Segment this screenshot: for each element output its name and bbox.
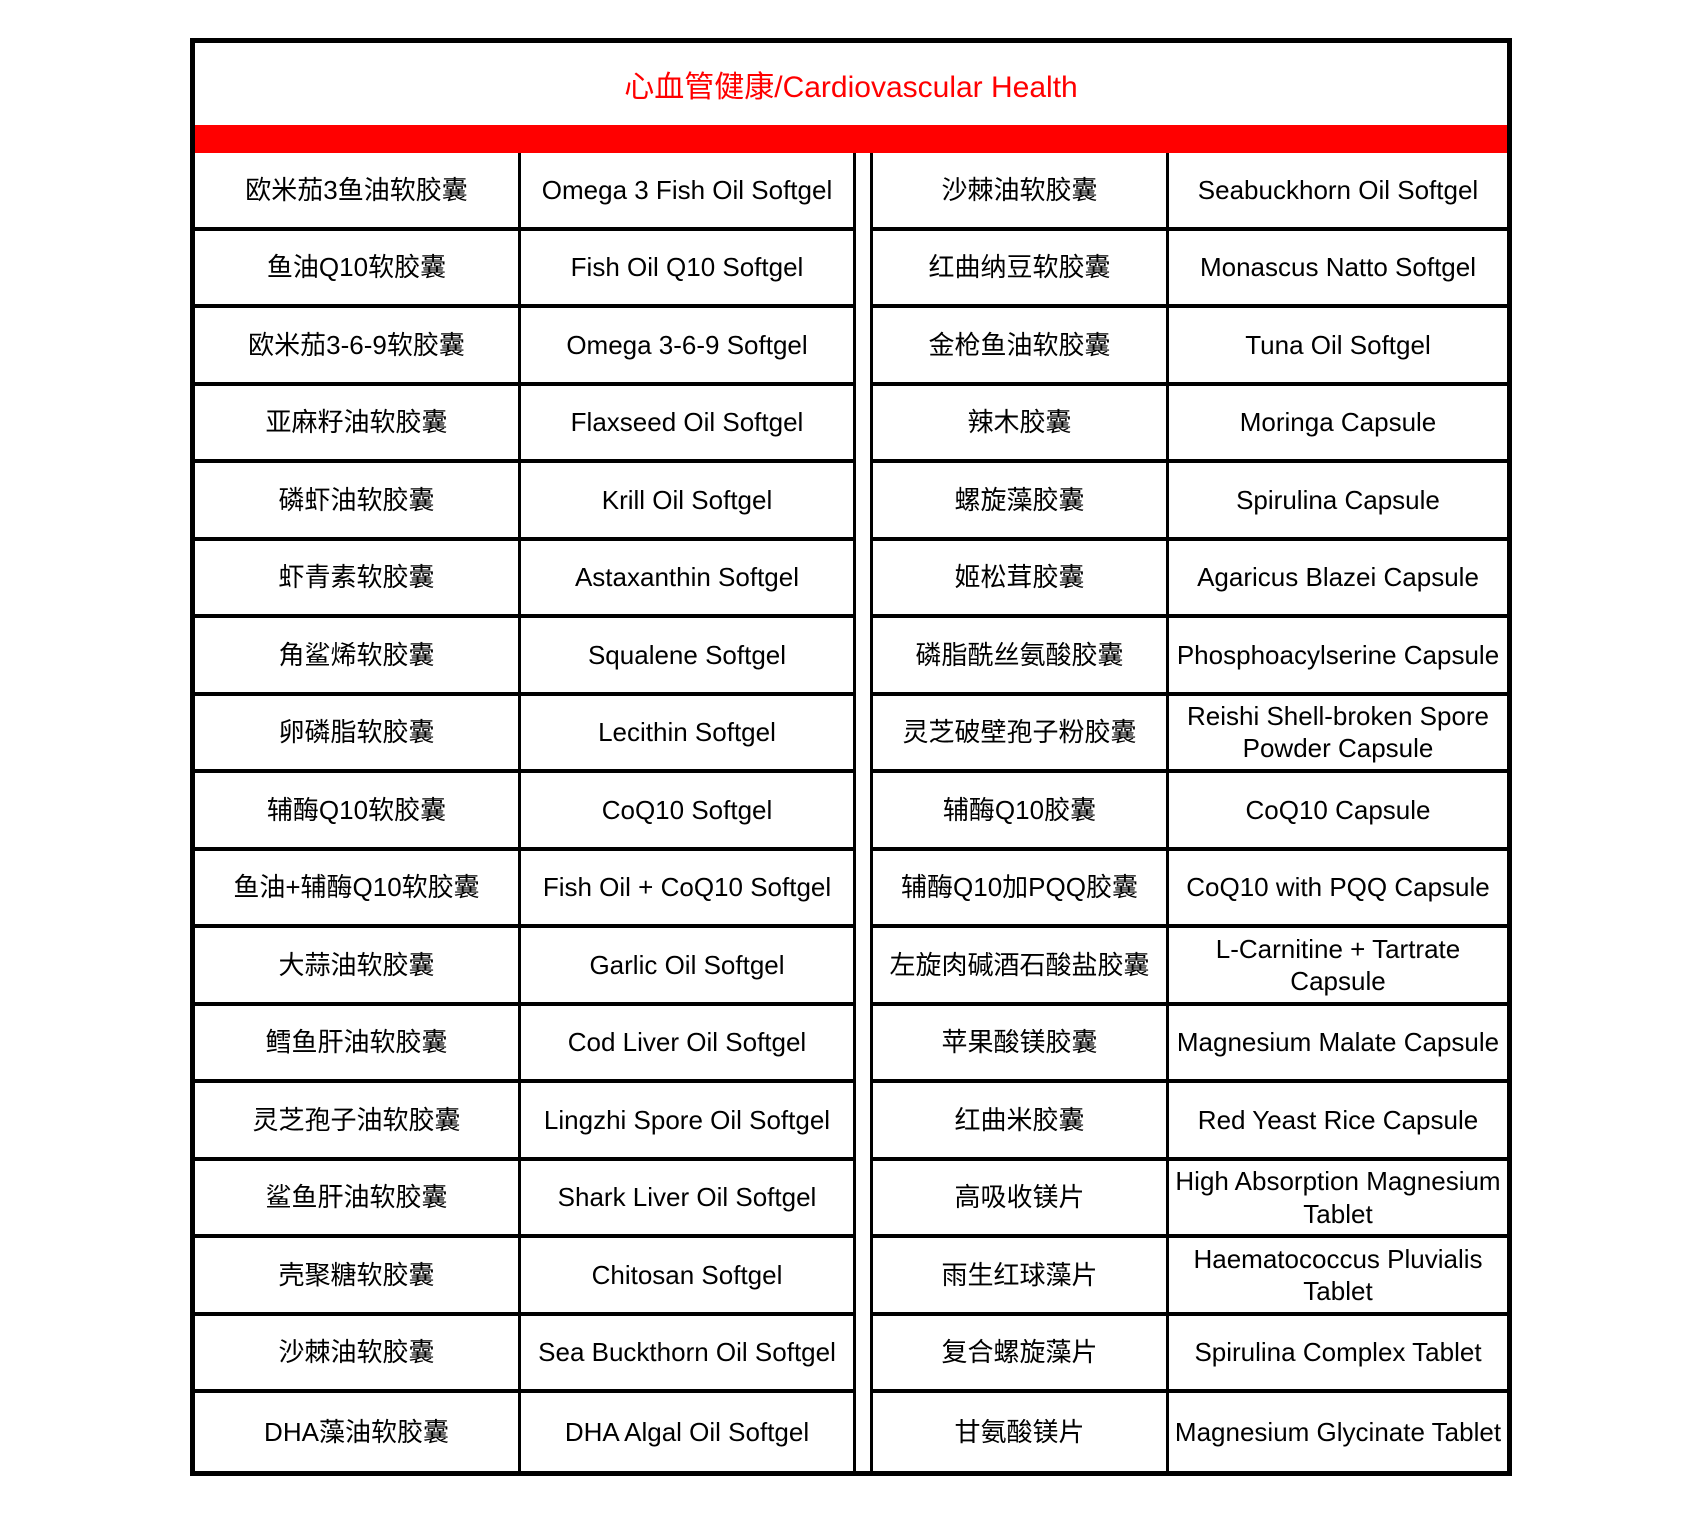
cell-english-name: Agaricus Blazei Capsule [1169,541,1507,619]
cell-english-name: Seabuckhorn Oil Softgel [1169,153,1507,231]
cell-english-name: CoQ10 Capsule [1169,773,1507,851]
cell-chinese-name: 鳕鱼肝油软胶囊 [195,1005,521,1084]
cell-chinese-name: 壳聚糖软胶囊 [195,1238,521,1316]
cell-english-name: Chitosan Softgel [521,1238,856,1316]
cell-chinese-name: 辅酶Q10加PQQ胶囊 [873,850,1169,929]
cell-english-name: L-Carnitine + Tartrate Capsule [1169,928,1507,1006]
cell-chinese-name: 磷虾油软胶囊 [195,463,521,541]
cell-chinese-name: DHA藻油软胶囊 [195,1393,521,1471]
cell-chinese-name: 红曲纳豆软胶囊 [873,230,1169,309]
table-title: 心血管健康/Cardiovascular Health [624,71,1078,104]
cell-english-name: Phosphoacylserine Capsule [1169,618,1507,696]
cell-english-name: Haematococcus Pluvialis Tablet [1169,1238,1507,1316]
cell-english-name: High Absorption Magnesium Tablet [1169,1161,1507,1239]
cell-chinese-name: 金枪鱼油软胶囊 [873,308,1169,386]
column-divider [856,1160,873,1239]
cell-english-name: Fish Oil + CoQ10 Softgel [521,850,856,929]
column-divider [856,308,873,386]
cell-english-name: CoQ10 with PQQ Capsule [1169,851,1507,929]
cell-chinese-name: 螺旋藻胶囊 [873,463,1169,541]
cell-chinese-name: 辣木胶囊 [873,385,1169,464]
cell-english-name: DHA Algal Oil Softgel [521,1393,856,1471]
cell-english-name: Krill Oil Softgel [521,463,856,541]
cell-english-name: Fish Oil Q10 Softgel [521,230,856,309]
column-divider [856,1393,873,1471]
cell-chinese-name: 沙棘油软胶囊 [195,1315,521,1394]
cell-chinese-name: 雨生红球藻片 [873,1238,1169,1316]
column-divider [856,1083,873,1161]
cell-english-name: Spirulina Capsule [1169,463,1507,541]
column-divider [856,618,873,696]
cell-chinese-name: 鱼油+辅酶Q10软胶囊 [195,850,521,929]
column-divider [856,1315,873,1394]
product-table: 心血管健康/Cardiovascular Health 欧米茄3鱼油软胶囊 Ome… [190,38,1512,1476]
cell-chinese-name: 磷脂酰丝氨酸胶囊 [873,618,1169,696]
column-divider [856,850,873,929]
column-divider [856,1238,873,1316]
cell-english-name: Spirulina Complex Tablet [1169,1316,1507,1394]
product-grid: 欧米茄3鱼油软胶囊 Omega 3 Fish Oil Softgel 沙棘油软胶囊 S… [195,153,1507,1471]
cell-chinese-name: 红曲米胶囊 [873,1083,1169,1161]
cell-english-name: Moringa Capsule [1169,386,1507,464]
column-divider [856,1005,873,1084]
column-divider [856,695,873,774]
cell-english-name: Shark Liver Oil Softgel [521,1160,856,1239]
cell-english-name: Flaxseed Oil Softgel [521,385,856,464]
cell-english-name: Lingzhi Spore Oil Softgel [521,1083,856,1161]
red-header-bar [195,125,1507,153]
cell-english-name: Magnesium Glycinate Tablet [1174,1416,1502,1447]
cell-chinese-name: 亚麻籽油软胶囊 [195,385,521,464]
cell-english-name: Magnesium Malate Capsule [1169,1006,1507,1084]
cell-english-name: Garlic Oil Softgel [521,928,856,1006]
cell-chinese-name: 角鲨烯软胶囊 [195,618,521,696]
cell-english-name: Omega 3-6-9 Softgel [521,308,856,386]
cell-chinese-name: 左旋肉碱酒石酸盐胶囊 [873,928,1169,1006]
cell-english-name: Omega 3 Fish Oil Softgel [521,153,856,231]
cell-chinese-name: 姬松茸胶囊 [873,540,1169,619]
cell-chinese-name: 甘氨酸镁片 [873,1393,1169,1471]
column-divider [856,773,873,851]
column-divider [856,540,873,619]
cell-english-name: Cod Liver Oil Softgel [521,1005,856,1084]
cell-chinese-name: 灵芝孢子油软胶囊 [195,1083,521,1161]
column-divider [856,230,873,309]
cell-chinese-name: 欧米茄3-6-9软胶囊 [195,308,521,386]
cell-english-name: Sea Buckthorn Oil Softgel [521,1315,856,1394]
column-divider [856,153,873,231]
cell-chinese-name: 复合螺旋藻片 [873,1315,1169,1394]
cell-chinese-name: 鱼油Q10软胶囊 [195,230,521,309]
cell-english-name: Reishi Shell-broken Spore Powder Capsule [1169,696,1507,774]
cell-chinese-name: 灵芝破壁孢子粉胶囊 [873,695,1169,774]
cell-english-name: Lecithin Softgel [521,695,856,774]
cell-english-name: Monascus Natto Softgel [1169,231,1507,309]
column-divider [856,463,873,541]
cell-english-name: CoQ10 Softgel [521,773,856,851]
cell-chinese-name: 高吸收镁片 [873,1160,1169,1239]
cell-english-name: Red Yeast Rice Capsule [1169,1083,1507,1161]
cell-chinese-name: 卵磷脂软胶囊 [195,695,521,774]
cell-chinese-name: 辅酶Q10胶囊 [873,773,1169,851]
cell-chinese-name: 辅酶Q10软胶囊 [195,773,521,851]
cell-chinese-name: 沙棘油软胶囊 [873,153,1169,231]
cell-chinese-name: 大蒜油软胶囊 [195,928,521,1006]
cell-english-name: Tuna Oil Softgel [1169,308,1507,386]
cell-chinese-name: 欧米茄3鱼油软胶囊 [195,153,521,231]
cell-english-name: Squalene Softgel [521,618,856,696]
cell-chinese-name: 虾青素软胶囊 [195,540,521,619]
cell-chinese-name: 鲨鱼肝油软胶囊 [195,1160,521,1239]
column-divider [856,928,873,1006]
column-divider [856,385,873,464]
cell-english-name: Astaxanthin Softgel [521,540,856,619]
cell-chinese-name: 苹果酸镁胶囊 [873,1005,1169,1084]
